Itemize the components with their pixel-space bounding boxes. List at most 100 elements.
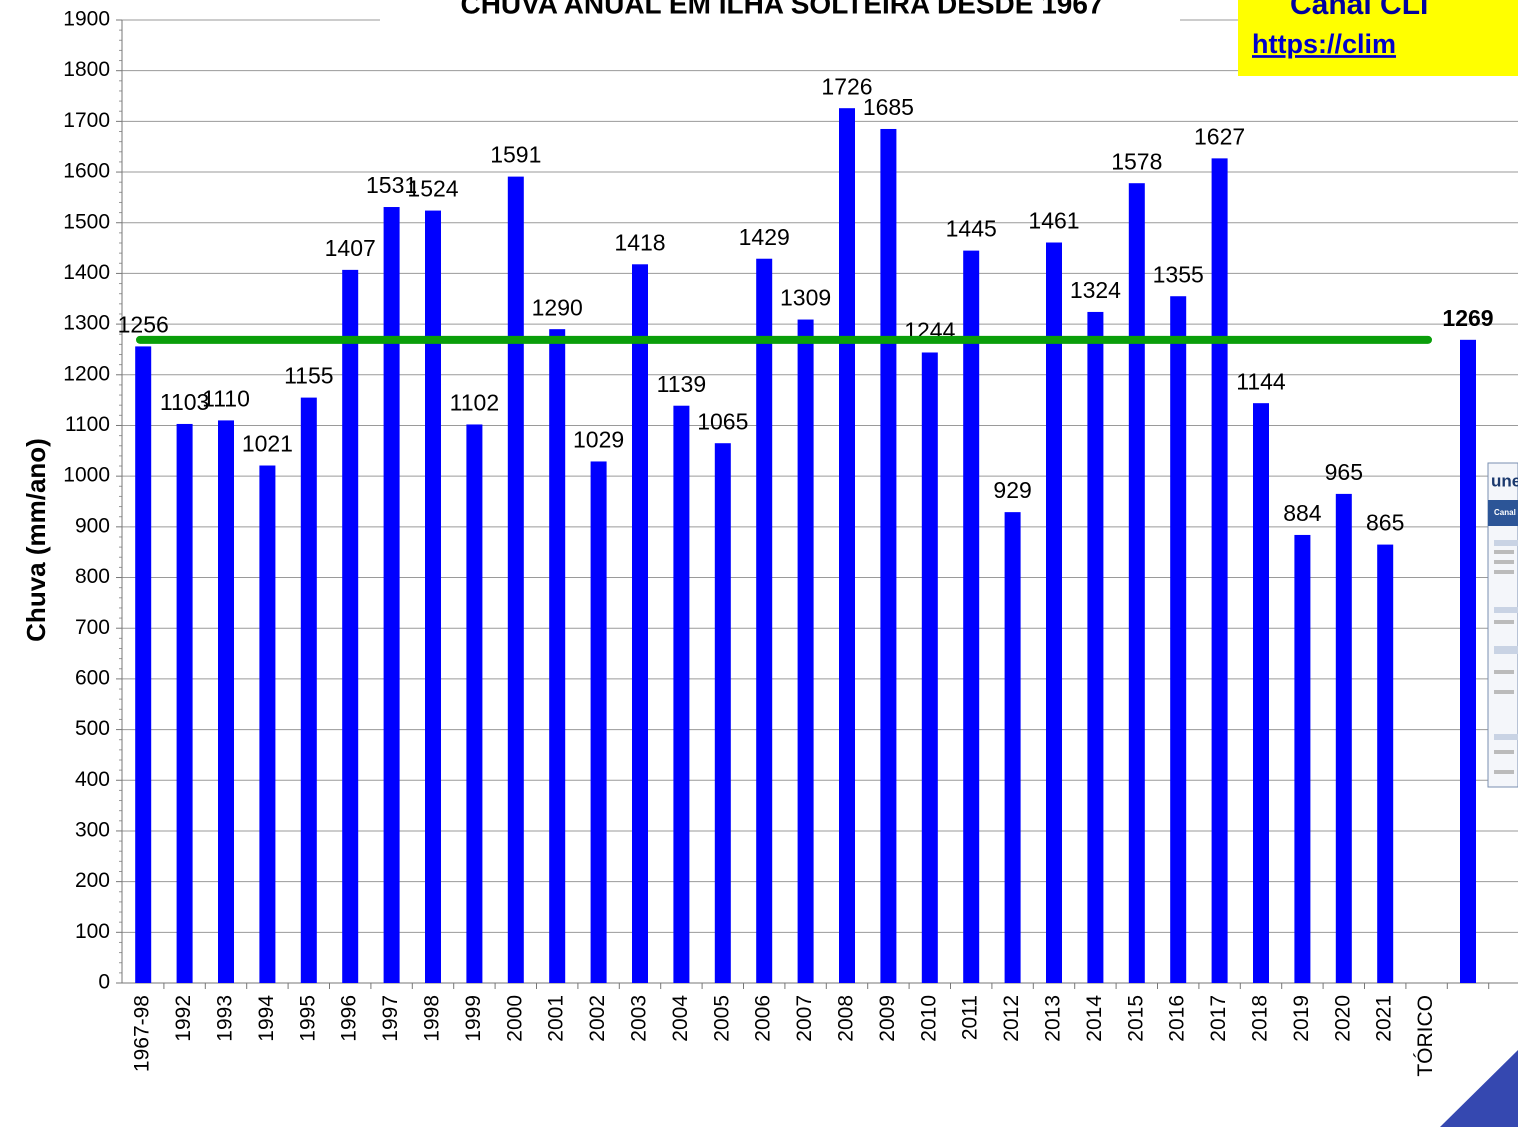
y-tick-label: 1600 bbox=[63, 160, 110, 183]
value-label: 1355 bbox=[1153, 261, 1204, 287]
bar bbox=[963, 250, 980, 983]
y-axis-label: Chuva (mm/ano) bbox=[21, 438, 51, 642]
y-tick-label: 1500 bbox=[63, 210, 110, 233]
bar bbox=[797, 319, 814, 983]
inset-screenshot bbox=[1487, 462, 1518, 788]
value-label: 965 bbox=[1325, 459, 1363, 485]
bar bbox=[714, 443, 731, 984]
bar bbox=[507, 176, 524, 984]
y-tick-label: 400 bbox=[75, 768, 110, 791]
x-tick-label: 1997 bbox=[379, 995, 402, 1042]
bar bbox=[1253, 403, 1269, 984]
bar bbox=[756, 258, 773, 983]
x-tick-label: 2008 bbox=[835, 995, 858, 1042]
y-tick-label: 800 bbox=[75, 565, 110, 588]
x-tick-label: 1967-98 bbox=[131, 995, 154, 1072]
chart-title: CHUVA ANUAL EM ILHA SOLTEIRA DESDE 1967 bbox=[460, 0, 1103, 19]
value-label: 1103 bbox=[160, 389, 209, 415]
value-label: 1102 bbox=[450, 390, 499, 416]
value-label: 1309 bbox=[780, 285, 831, 311]
x-tick-label: 1999 bbox=[462, 995, 485, 1042]
bar bbox=[1460, 339, 1476, 983]
value-label: 1144 bbox=[1236, 368, 1286, 394]
y-tick-label: 1700 bbox=[63, 109, 110, 132]
value-label: 1269 bbox=[1442, 305, 1493, 331]
x-tick-label: TÓRICO bbox=[1414, 995, 1437, 1077]
x-tick-label: 2010 bbox=[917, 995, 940, 1042]
y-tick-label: 600 bbox=[75, 666, 110, 689]
value-label: 1324 bbox=[1070, 277, 1121, 303]
value-label: 1726 bbox=[821, 73, 872, 99]
y-tick-label: 1300 bbox=[63, 312, 110, 335]
x-tick-label: 1996 bbox=[338, 995, 361, 1042]
value-label: 1021 bbox=[242, 431, 293, 457]
y-tick-label: 700 bbox=[75, 616, 110, 639]
y-tick-label: 1100 bbox=[65, 413, 110, 436]
bar bbox=[549, 329, 566, 983]
inset-logo: une bbox=[1491, 471, 1518, 490]
bar bbox=[673, 405, 690, 983]
x-tick-label: 2013 bbox=[1042, 995, 1065, 1042]
bar bbox=[921, 352, 938, 984]
value-label: 1065 bbox=[697, 408, 748, 434]
x-tick-label: 2017 bbox=[1207, 995, 1230, 1042]
banner bbox=[1238, 0, 1518, 76]
bar bbox=[839, 108, 855, 983]
x-tick-label: 2014 bbox=[1083, 995, 1106, 1042]
bar bbox=[1004, 512, 1021, 983]
value-label: 1256 bbox=[118, 311, 169, 337]
value-label: 1110 bbox=[202, 385, 250, 411]
bar bbox=[383, 207, 400, 984]
x-tick-label: 2012 bbox=[1000, 995, 1023, 1042]
x-tick-label: 2001 bbox=[545, 995, 568, 1042]
y-tick-label: 1200 bbox=[63, 362, 110, 385]
x-tick-label: 2002 bbox=[586, 995, 609, 1042]
x-tick-label: 2016 bbox=[1166, 995, 1189, 1042]
value-label: 1407 bbox=[325, 235, 376, 261]
x-tick-label: 2004 bbox=[669, 995, 692, 1042]
bar bbox=[1335, 493, 1352, 983]
bar bbox=[1046, 242, 1062, 984]
x-tick-label: 1993 bbox=[214, 995, 237, 1042]
bar bbox=[259, 465, 276, 983]
x-tick-label: 1998 bbox=[421, 995, 444, 1042]
y-tick-label: 200 bbox=[75, 869, 110, 892]
title-backdrop bbox=[380, 0, 1180, 22]
y-tick-label: 900 bbox=[75, 514, 110, 537]
x-tick-label: 1994 bbox=[255, 995, 278, 1042]
y-tick-label: 300 bbox=[75, 818, 110, 841]
value-label: 929 bbox=[993, 477, 1031, 503]
bar bbox=[135, 346, 152, 983]
value-label: 884 bbox=[1283, 500, 1322, 526]
bar bbox=[1377, 544, 1394, 983]
value-label: 1627 bbox=[1194, 123, 1245, 149]
bar bbox=[590, 461, 607, 983]
x-tick-label: 2009 bbox=[876, 995, 899, 1042]
x-tick-label: 2020 bbox=[1331, 995, 1354, 1042]
x-tick-label: 2007 bbox=[793, 995, 816, 1042]
x-tick-label: 2011 bbox=[959, 995, 982, 1040]
value-label: 1445 bbox=[946, 216, 997, 242]
y-tick-label: 1800 bbox=[63, 58, 110, 81]
bar bbox=[632, 264, 648, 984]
bar bbox=[342, 269, 359, 983]
bar bbox=[1087, 311, 1104, 983]
x-tick-label: 2006 bbox=[752, 995, 775, 1042]
y-tick-label: 0 bbox=[98, 971, 110, 994]
x-tick-label: 2015 bbox=[1124, 995, 1147, 1042]
banner-link: https://clim bbox=[1252, 29, 1396, 59]
value-label: 1591 bbox=[490, 142, 541, 168]
x-tick-label: 2019 bbox=[1290, 995, 1313, 1042]
bar bbox=[1294, 534, 1311, 983]
bar bbox=[466, 424, 483, 984]
bar bbox=[1211, 158, 1228, 983]
bar bbox=[300, 397, 317, 983]
x-tick-label: 2018 bbox=[1249, 995, 1272, 1042]
value-label: 1290 bbox=[532, 294, 583, 320]
x-tick-label: 2021 bbox=[1373, 995, 1396, 1042]
y-tick-label: 1900 bbox=[63, 8, 110, 31]
value-label: 1418 bbox=[614, 229, 665, 255]
y-tick-label: 1000 bbox=[63, 464, 110, 487]
banner-title: Canal CLI bbox=[1290, 0, 1428, 21]
